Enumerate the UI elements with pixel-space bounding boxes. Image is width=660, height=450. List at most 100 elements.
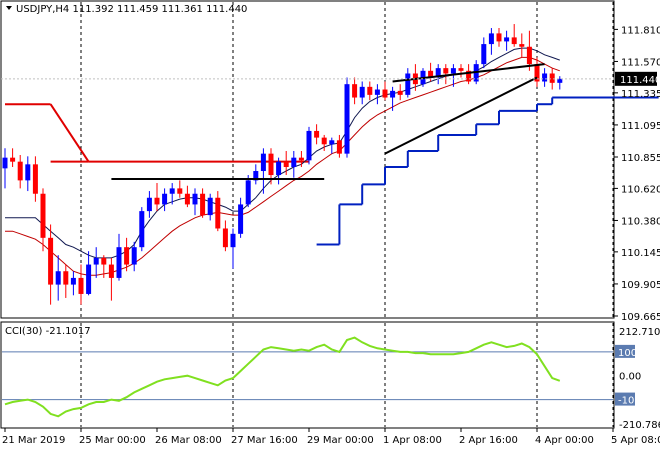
candle-body xyxy=(458,68,464,71)
candle-body xyxy=(131,247,137,265)
price-tick-label: 111.810 xyxy=(621,25,660,36)
candle-body xyxy=(17,161,23,181)
time-tick-label: 27 Mar 16:00 xyxy=(231,435,298,446)
current-price-label: 111.440 xyxy=(620,75,660,86)
candle-body xyxy=(466,70,472,82)
candle-body xyxy=(215,197,221,229)
candle-body xyxy=(93,257,99,265)
price-tick-label: 110.620 xyxy=(621,184,660,195)
price-tick-label: 109.905 xyxy=(621,280,660,291)
candle-body xyxy=(260,153,266,172)
cci-level-lines xyxy=(2,351,613,401)
candle-body xyxy=(2,157,8,169)
candle-body xyxy=(314,130,320,138)
candle-body xyxy=(344,84,350,154)
candle-body xyxy=(329,140,335,145)
price-tick-label: 109.665 xyxy=(621,312,660,323)
price-panel-title: USDJPY,H4 111.392 111.459 111.361 111.44… xyxy=(6,4,247,15)
price-tick-label: 110.380 xyxy=(621,216,660,227)
candle-body xyxy=(139,211,145,248)
candle-body xyxy=(10,157,16,162)
candle-body xyxy=(397,90,403,95)
candle-body xyxy=(511,37,517,45)
price-tick-label: 110.145 xyxy=(621,248,660,259)
candle-body xyxy=(359,86,365,98)
candle-body xyxy=(192,193,198,205)
candle-body xyxy=(428,70,434,78)
candle-body xyxy=(86,264,92,294)
cci-level-label-box xyxy=(615,392,635,406)
candle-body xyxy=(70,277,76,285)
time-tick-label: 26 Mar 08:00 xyxy=(155,435,222,446)
cci-level-label-box xyxy=(615,344,635,358)
candle-body xyxy=(382,89,388,98)
candle-body xyxy=(25,164,31,181)
candle-body xyxy=(435,68,441,78)
cci-tick-label: 212.7104 xyxy=(619,327,660,338)
collapse-triangle-icon xyxy=(6,6,12,10)
cci-tick-label: -100 xyxy=(618,396,641,407)
candle-body xyxy=(367,86,373,95)
time-tick-label: 29 Mar 00:00 xyxy=(307,435,374,446)
vertical-gridlines xyxy=(80,2,614,427)
candle-body xyxy=(443,68,449,74)
candle-body xyxy=(253,171,259,181)
candle-body xyxy=(504,37,510,42)
time-axis-labels: 21 Mar 2019 25 Mar 00:00 26 Mar 08:00 27 Ma… xyxy=(2,428,660,446)
time-tick-label: 5 Apr 08:00 xyxy=(611,435,660,446)
candle-body xyxy=(32,164,38,194)
candle-body xyxy=(519,44,525,47)
candle-body xyxy=(63,271,69,285)
candle-body xyxy=(306,130,312,161)
candle-body xyxy=(283,161,289,168)
price-tick-label: 111.095 xyxy=(621,121,660,132)
candle-body xyxy=(238,204,244,234)
candle-body xyxy=(230,233,236,248)
candle-body xyxy=(291,157,297,168)
candle-body xyxy=(207,197,213,216)
cci-panel-frame xyxy=(0,321,615,429)
candle-body xyxy=(169,188,175,194)
candle-body xyxy=(557,78,563,83)
price-axis-labels: 111.810 111.570 111.335 111.095 110.855 110.6… xyxy=(614,25,660,323)
candle-body xyxy=(78,277,84,294)
candle-body xyxy=(124,247,130,265)
candle-body xyxy=(48,237,54,285)
candle-body xyxy=(200,193,206,216)
candle-body xyxy=(55,271,61,285)
cci-axis-labels: 212.7104 100 0.00 -100 -210.786 xyxy=(615,327,660,431)
stop-lines xyxy=(5,96,659,246)
candle-body xyxy=(268,153,274,176)
cci-tick-label: 0.00 xyxy=(619,372,641,383)
candle-body xyxy=(534,64,540,82)
candle-body xyxy=(526,46,532,65)
cci-series xyxy=(4,336,561,418)
cci-tick-label: 100 xyxy=(618,348,637,359)
candle-body xyxy=(276,161,282,176)
candle-body xyxy=(177,188,183,194)
candle-body xyxy=(101,257,107,265)
price-tick-label: 111.335 xyxy=(621,89,660,100)
price-tick-label: 111.570 xyxy=(621,57,660,68)
candle-body xyxy=(154,197,160,205)
candle-body xyxy=(146,197,152,212)
cci-tick-label: -210.786 xyxy=(619,420,660,431)
candlesticks xyxy=(2,24,563,305)
candle-body xyxy=(352,84,358,98)
current-price-box xyxy=(615,71,657,86)
candle-body xyxy=(549,73,555,83)
candle-body xyxy=(481,44,487,65)
candle-body xyxy=(321,137,327,145)
candle-body xyxy=(162,193,168,205)
candle-body xyxy=(496,33,502,42)
time-tick-label: 21 Mar 2019 xyxy=(2,435,65,446)
candle-body xyxy=(405,73,411,95)
candle-body xyxy=(245,180,251,205)
candle-body xyxy=(222,228,228,248)
candle-body xyxy=(390,90,396,98)
cci-line xyxy=(4,336,561,418)
price-tick-label: 110.855 xyxy=(621,153,660,164)
red-stop-connector xyxy=(49,103,90,163)
